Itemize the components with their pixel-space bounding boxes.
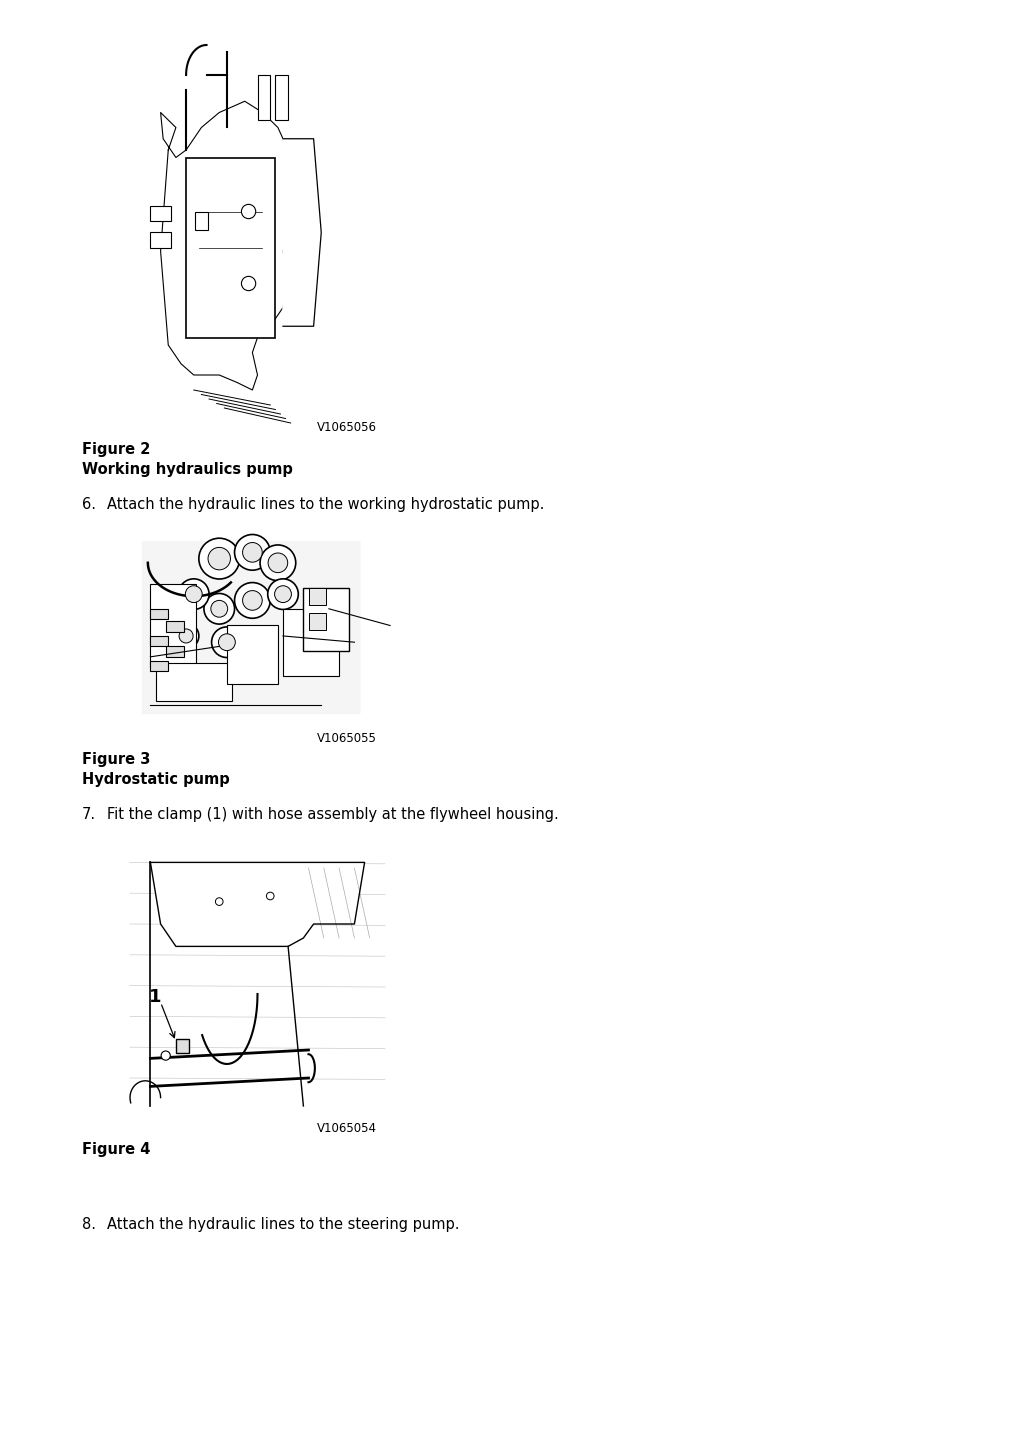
Circle shape — [179, 629, 194, 643]
Circle shape — [208, 548, 230, 569]
Polygon shape — [283, 139, 322, 326]
Circle shape — [266, 893, 274, 900]
Bar — [257, 75, 270, 120]
Text: V1065056: V1065056 — [316, 422, 377, 435]
Bar — [130, 840, 385, 1120]
Circle shape — [243, 542, 262, 562]
Circle shape — [185, 585, 202, 603]
Text: 1: 1 — [150, 988, 162, 1006]
Bar — [303, 588, 349, 651]
Text: 7.: 7. — [82, 807, 96, 822]
Bar — [156, 664, 232, 701]
Circle shape — [218, 633, 236, 651]
Bar — [151, 661, 168, 671]
Text: V1065055: V1065055 — [316, 732, 377, 745]
Bar — [166, 622, 183, 632]
Text: Figure 2: Figure 2 — [82, 442, 151, 456]
Circle shape — [242, 204, 256, 219]
Circle shape — [211, 600, 227, 617]
Circle shape — [173, 623, 199, 649]
Circle shape — [178, 578, 209, 610]
Bar — [227, 626, 278, 684]
Text: Fit the clamp (1) with hose assembly at the flywheel housing.: Fit the clamp (1) with hose assembly at … — [106, 807, 559, 822]
Circle shape — [215, 898, 223, 906]
Bar — [283, 609, 339, 675]
Bar — [275, 75, 288, 120]
Bar — [176, 1039, 188, 1053]
Bar — [151, 232, 171, 248]
Bar — [130, 45, 385, 420]
Circle shape — [260, 545, 296, 581]
Circle shape — [212, 627, 243, 658]
Bar — [151, 609, 168, 619]
Bar — [166, 646, 183, 656]
Circle shape — [199, 538, 240, 580]
Circle shape — [274, 585, 292, 603]
Circle shape — [242, 277, 256, 291]
Text: Attach the hydraulic lines to the steering pump.: Attach the hydraulic lines to the steeri… — [106, 1217, 460, 1232]
Circle shape — [268, 554, 288, 572]
Circle shape — [234, 582, 270, 619]
Text: Figure 4: Figure 4 — [82, 1142, 151, 1156]
Bar — [151, 636, 168, 646]
Circle shape — [243, 591, 262, 610]
Text: Attach the hydraulic lines to the working hydrostatic pump.: Attach the hydraulic lines to the workin… — [106, 497, 545, 511]
Text: V1065054: V1065054 — [316, 1122, 377, 1135]
Bar — [151, 206, 171, 222]
Bar — [186, 158, 275, 338]
Circle shape — [161, 1051, 170, 1061]
Bar — [308, 588, 327, 604]
Text: Hydrostatic pump: Hydrostatic pump — [82, 772, 229, 787]
Text: Figure 3: Figure 3 — [82, 752, 151, 767]
Circle shape — [234, 535, 270, 571]
Text: 8.: 8. — [82, 1217, 96, 1232]
Bar — [151, 584, 197, 668]
Text: 6.: 6. — [82, 497, 96, 511]
FancyBboxPatch shape — [141, 540, 360, 714]
Polygon shape — [161, 101, 296, 390]
Bar — [308, 613, 327, 630]
Circle shape — [204, 594, 234, 625]
Bar — [195, 212, 209, 229]
Circle shape — [267, 578, 298, 610]
Text: Working hydraulics pump: Working hydraulics pump — [82, 462, 293, 477]
Bar — [130, 522, 385, 730]
Polygon shape — [151, 862, 365, 946]
